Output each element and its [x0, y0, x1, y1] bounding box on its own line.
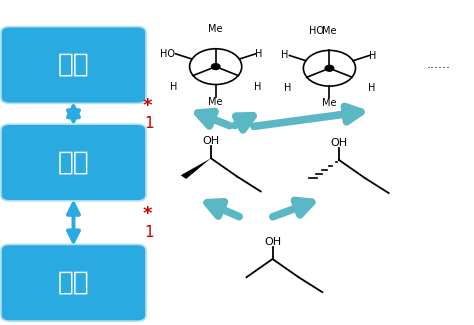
Text: *: *: [142, 97, 152, 115]
Text: H: H: [284, 83, 291, 93]
FancyBboxPatch shape: [1, 124, 146, 201]
Text: ......: ......: [427, 58, 450, 72]
Text: *: *: [142, 205, 152, 224]
Text: H: H: [281, 50, 289, 60]
Text: OH: OH: [202, 136, 219, 146]
Text: OH: OH: [330, 138, 347, 148]
Text: Me: Me: [209, 97, 223, 107]
Text: 构象: 构象: [58, 52, 89, 78]
Text: 构造: 构造: [58, 270, 89, 296]
Circle shape: [211, 64, 220, 70]
Circle shape: [325, 65, 334, 71]
Text: HO: HO: [160, 48, 175, 58]
Text: Me: Me: [209, 24, 223, 34]
Text: 1: 1: [145, 116, 154, 131]
Text: Me: Me: [322, 26, 337, 36]
Text: H: H: [255, 49, 262, 59]
Text: H: H: [368, 51, 376, 61]
Text: Me: Me: [322, 98, 337, 109]
Text: H: H: [368, 83, 375, 93]
Text: 构型: 构型: [58, 150, 89, 176]
Text: 1: 1: [145, 225, 154, 240]
FancyBboxPatch shape: [1, 27, 146, 103]
Text: OH: OH: [264, 237, 281, 247]
Text: H: H: [170, 82, 177, 92]
Text: HO: HO: [309, 26, 324, 36]
Text: H: H: [254, 82, 261, 92]
FancyBboxPatch shape: [1, 244, 146, 321]
Polygon shape: [181, 158, 211, 179]
